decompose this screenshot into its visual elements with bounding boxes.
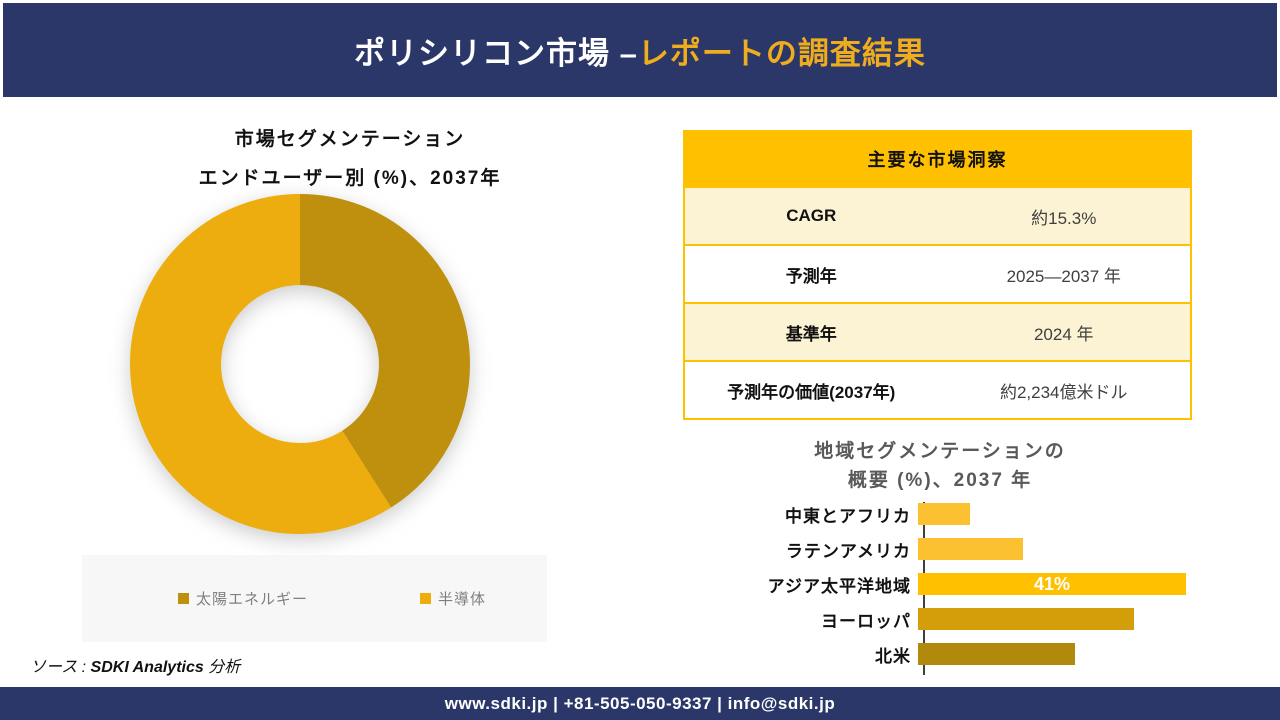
insights-table: 主要な市場洞察 CAGR 約15.3% 予測年 2025—2037 年 基準年 …	[683, 130, 1192, 420]
legend-label-solar: 太陽エネルギー	[196, 591, 309, 608]
legend-item-solar: 太陽エネルギー	[178, 588, 308, 609]
legend-swatch-semiconductor-icon	[420, 593, 432, 604]
bar-row: 北米	[680, 643, 1240, 666]
pie-chart-title-line2: エンドユーザー別 (%)、2037年	[198, 168, 502, 189]
donut-chart	[130, 194, 470, 534]
bar-row: アジア太平洋地域 41%	[680, 573, 1240, 596]
source-suffix: 分析	[203, 659, 241, 676]
row-label-forecast-years: 予測年	[785, 266, 837, 286]
bar-row: ヨーロッパ	[680, 608, 1240, 631]
source-prefix: ソース :	[30, 659, 91, 676]
bar-chart-title-line1: 地域セグメンテーションの	[814, 441, 1066, 462]
pie-legend: 太陽エネルギー 半導体	[82, 555, 547, 642]
row-value-cagr: 約15.3%	[1031, 208, 1097, 228]
pie-chart-title-line1: 市場セグメンテーション	[234, 129, 466, 150]
footer-banner: www.sdki.jp | +81-505-050-9337 | info@sd…	[0, 687, 1280, 720]
table-row: 基準年 2024 年	[685, 302, 1190, 360]
row-label-base-year: 基準年	[785, 324, 837, 344]
row-value-base-year: 2024 年	[1033, 324, 1094, 344]
donut-segment-semiconductor	[130, 194, 470, 534]
bar-track	[918, 538, 1240, 560]
bar-fill	[918, 503, 970, 525]
table-row: 予測年 2025—2037 年	[685, 244, 1190, 302]
pie-chart-title: 市場セグメンテーション エンドユーザー別 (%)、2037年	[70, 124, 630, 190]
bar-track	[918, 608, 1240, 630]
bar-value-label: 41%	[1033, 573, 1071, 594]
bar-row: 中東とアフリカ	[680, 503, 1240, 526]
bar-category-label: 中東とアフリカ	[785, 506, 911, 526]
bar-category-label: ヨーロッパ	[821, 611, 911, 631]
header-banner: ポリシリコン市場 –レポートの調査結果	[3, 3, 1277, 97]
row-label-cagr: CAGR	[786, 206, 837, 225]
source-note: ソース : SDKI Analytics 分析	[30, 653, 240, 677]
table-row: 予測年の価値(2037年) 約2,234億米ドル	[685, 360, 1190, 418]
bar-fill	[918, 538, 1023, 560]
legend-label-semiconductor: 半導体	[438, 591, 487, 608]
row-label-forecast-value: 予測年の価値(2037年)	[727, 382, 896, 402]
footer-contact: www.sdki.jp | +81-505-050-9337 | info@sd…	[444, 693, 836, 713]
bar-track: 41%	[918, 573, 1240, 595]
donut-chart-svg	[130, 194, 470, 534]
source-brand: SDKI Analytics	[90, 659, 204, 676]
table-row: CAGR 約15.3%	[685, 186, 1190, 244]
bar-row: ラテンアメリカ	[680, 538, 1240, 561]
bar-fill	[918, 643, 1075, 665]
bar-category-label: ラテンアメリカ	[785, 541, 911, 561]
bar-fill	[918, 608, 1134, 630]
legend-item-semiconductor: 半導体	[420, 588, 486, 609]
bar-category-label: 北米	[875, 646, 911, 666]
bar-track	[918, 643, 1240, 665]
page-title-report: レポートの調査結果	[637, 35, 926, 71]
row-value-forecast-years: 2025—2037 年	[1006, 266, 1121, 286]
legend-swatch-solar-icon	[178, 593, 189, 604]
bar-category-label: アジア太平洋地域	[767, 576, 911, 596]
insights-table-header: 主要な市場洞察	[685, 132, 1190, 186]
regional-bar-chart: 中東とアフリカ ラテンアメリカアジア太平洋地域 41% ヨーロッパ北米	[680, 503, 1240, 666]
bar-track	[918, 503, 1240, 525]
bar-chart-title-line2: 概要 (%)、2037 年	[847, 470, 1033, 491]
row-value-forecast-value: 約2,234億米ドル	[999, 382, 1128, 402]
bar-chart-title: 地域セグメンテーションの 概要 (%)、2037 年	[700, 437, 1180, 495]
page-title-market: ポリシリコン市場 –	[354, 35, 638, 71]
bar-fill: 41%	[918, 573, 1186, 595]
page-title: ポリシリコン市場 –レポートの調査結果	[354, 28, 926, 73]
